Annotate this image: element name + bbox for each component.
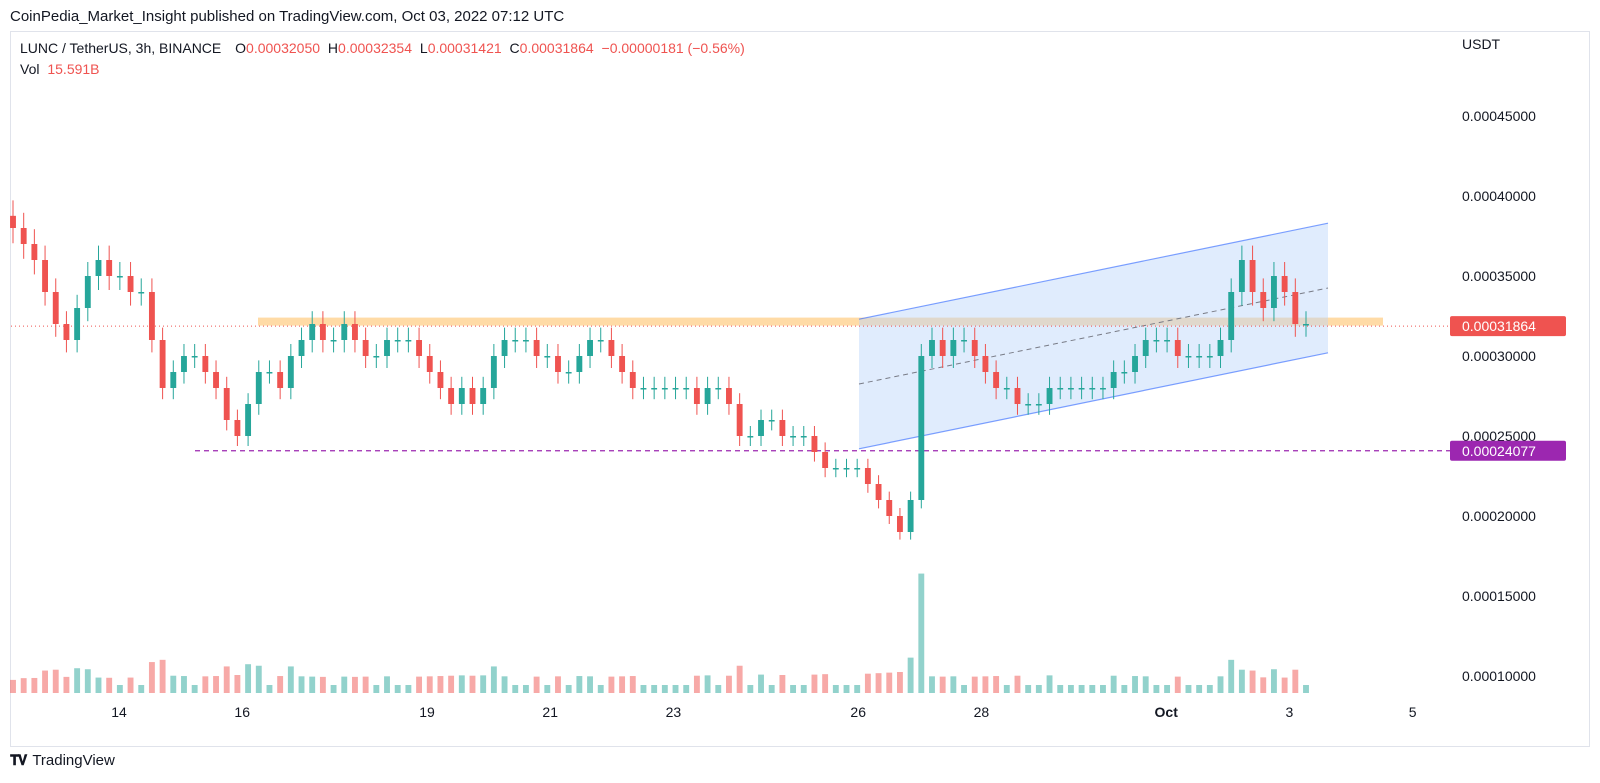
ohlc-legend: LUNC / TetherUS, 3h, BINANCE O0.00032050… xyxy=(20,40,749,56)
low-label: L xyxy=(419,40,428,56)
volume-legend: Vol 15.591B xyxy=(20,61,104,77)
low-value: 0.00031421 xyxy=(427,40,502,56)
tradingview-logo-icon: 𝐓𝐕 xyxy=(10,752,27,768)
tradingview-branding[interactable]: 𝐓𝐕 TradingView xyxy=(10,752,115,769)
high-value: 0.00032354 xyxy=(338,40,412,56)
chart-frame[interactable] xyxy=(10,31,1590,747)
close-value: 0.00031864 xyxy=(519,40,594,56)
close-label: C xyxy=(509,40,520,56)
high-label: H xyxy=(327,40,339,56)
change-value: −0.00000181 (−0.56%) xyxy=(601,40,745,56)
open-value: 0.00032050 xyxy=(246,40,321,56)
vol-label: Vol xyxy=(20,61,40,77)
open-label: O xyxy=(235,40,247,56)
published-by-text: CoinPedia_Market_Insight published on Tr… xyxy=(10,8,565,25)
vol-value: 15.591B xyxy=(47,61,100,77)
symbol-title[interactable]: LUNC / TetherUS, 3h, BINANCE xyxy=(20,40,222,56)
brand-name: TradingView xyxy=(32,752,115,769)
